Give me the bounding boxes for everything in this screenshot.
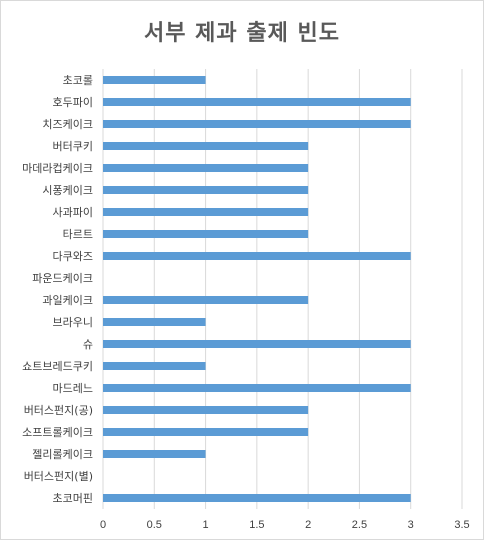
category-label: 버터쿠키 xyxy=(53,140,93,153)
bar xyxy=(103,76,206,84)
category-label: 쇼트브레드쿠키 xyxy=(22,360,93,373)
x-tick-label: 0 xyxy=(100,519,106,531)
category-label: 젤리롤케이크 xyxy=(32,448,93,461)
bar xyxy=(103,208,309,216)
bar xyxy=(103,362,206,370)
bar xyxy=(103,120,411,128)
x-tick-label: 1.5 xyxy=(249,519,264,531)
bar xyxy=(103,142,309,150)
bar xyxy=(103,230,309,238)
category-label: 과일케이크 xyxy=(42,293,93,307)
bar xyxy=(103,494,411,502)
x-tick-label: 3.5 xyxy=(454,519,469,531)
category-label: 호두파이 xyxy=(53,96,93,109)
x-tick-labels: 0 0.5 1 1.5 2 2.5 3 3.5 xyxy=(100,519,470,531)
category-label: 파운드케이크 xyxy=(32,272,93,285)
category-label: 타르트 xyxy=(63,228,93,241)
category-label: 버터스펀지(별) xyxy=(24,470,93,483)
bar xyxy=(103,428,309,436)
category-label: 버터스펀지(공) xyxy=(24,404,93,417)
bar xyxy=(103,296,309,304)
bar xyxy=(103,186,309,194)
bars xyxy=(103,76,411,502)
category-label: 마데라컵케이크 xyxy=(22,162,93,175)
bar xyxy=(103,340,411,348)
bar xyxy=(103,450,206,458)
category-label: 초코머핀 xyxy=(53,492,93,505)
x-tick-label: 2.5 xyxy=(352,519,367,531)
category-label: 치즈케이크 xyxy=(42,118,93,131)
bar xyxy=(103,252,411,260)
x-tick-label: 1 xyxy=(203,519,209,531)
category-labels: 초코롤호두파이치즈케이크버터쿠키마데라컵케이크시퐁케이크사과파이타르트다쿠와즈파… xyxy=(22,74,93,505)
category-label: 소프트롤케이크 xyxy=(22,426,93,439)
grid-lines xyxy=(102,69,463,509)
bar xyxy=(103,318,206,326)
category-label: 슈 xyxy=(83,338,93,351)
category-label: 브라우니 xyxy=(53,316,93,329)
x-tick-label: 2 xyxy=(305,519,311,531)
x-tick-label: 3 xyxy=(408,519,414,531)
category-label: 사과파이 xyxy=(53,206,93,219)
chart-title: 서부 제과 출제 빈도 xyxy=(144,21,340,46)
category-label: 다쿠와즈 xyxy=(53,250,93,263)
category-label: 시퐁케이크 xyxy=(42,184,93,197)
category-label: 초코롤 xyxy=(63,74,93,87)
category-label: 마드레느 xyxy=(53,382,93,395)
bar xyxy=(103,164,309,172)
bar xyxy=(103,384,411,392)
x-tick-label: 0.5 xyxy=(147,519,162,531)
bar xyxy=(103,406,309,414)
bar xyxy=(103,98,411,106)
